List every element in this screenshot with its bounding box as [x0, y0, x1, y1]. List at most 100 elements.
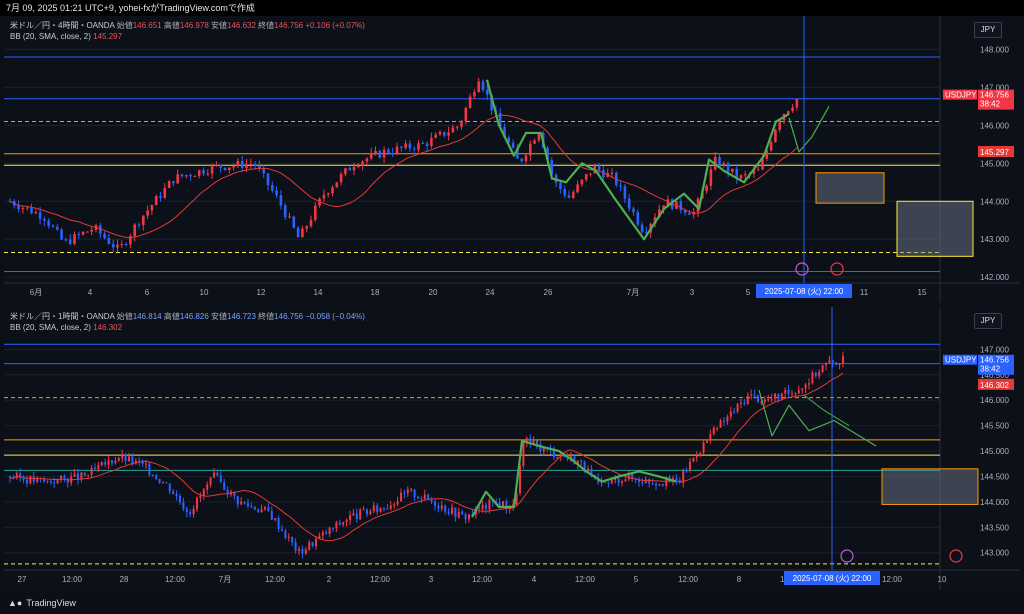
candle-body [355, 513, 358, 519]
symbol-tag [943, 89, 977, 100]
candle-body [131, 456, 134, 464]
candle-body [778, 120, 781, 130]
time-tick-label: 5 [746, 288, 751, 297]
candle-body [56, 479, 59, 484]
candle-body [661, 484, 664, 486]
candle-body [107, 460, 110, 465]
candle-body [460, 120, 463, 127]
candle-body [437, 505, 440, 509]
bb-legend-4h[interactable]: BB (20, SMA, close, 2) 145.297 [10, 32, 123, 41]
candle-body [245, 164, 248, 169]
bollinger-middle-line [9, 372, 844, 542]
candle-body [722, 420, 726, 422]
candle-body [580, 460, 583, 462]
candle-body [430, 499, 433, 502]
price-tick-label: 148.000 [980, 45, 1009, 54]
chart-1h-canvas[interactable]: 147.000 146.500 146.000 145.500 145.000 144.5… [4, 307, 1020, 590]
candle-body [797, 389, 800, 394]
candle-body [233, 491, 236, 497]
candle-body [791, 107, 794, 112]
candle-body [481, 81, 485, 90]
candle-body [556, 457, 559, 459]
candle-body [696, 198, 700, 212]
candle-body [25, 207, 29, 209]
candle-body [777, 393, 780, 400]
candle-body [774, 129, 777, 143]
candle-body [90, 467, 93, 475]
time-tick-label: 10 [938, 575, 947, 584]
bb-legend-1h[interactable]: BB (20, SMA, close, 2) 146.302 [10, 323, 123, 332]
chart-pane-1h[interactable]: 147.000 146.500 146.000 145.500 145.000 144.5… [4, 307, 1020, 590]
chart-4h-canvas[interactable]: 148.000 147.000 146.000 145.000 144.000 143.0… [4, 16, 1020, 303]
currency-button[interactable]: JPY [974, 313, 1002, 329]
candle-body [726, 416, 729, 422]
candle-body [348, 515, 352, 521]
time-tick-label: 4 [88, 288, 93, 297]
candle-body [760, 402, 763, 404]
candle-body [451, 127, 455, 133]
symbol-tag-label: USDJPY [945, 91, 977, 100]
candle-body [610, 480, 613, 484]
currency-button[interactable]: JPY [974, 22, 1002, 38]
candle-body [158, 479, 161, 483]
candle-body [240, 501, 243, 505]
candle-body [288, 216, 291, 218]
wave-drawing [485, 79, 790, 241]
candle-body [376, 505, 379, 512]
wave-drawing [803, 394, 850, 427]
last-price-label: 146.756 [980, 356, 1009, 365]
candle-body [636, 212, 640, 225]
candle-body [841, 356, 845, 365]
candle-body [761, 158, 764, 170]
countdown-label: 38:42 [980, 100, 1001, 109]
candle-body [99, 225, 102, 234]
candle-body [8, 476, 12, 479]
time-tick-label: 7月 [627, 288, 639, 297]
price-tick-label: 143.000 [980, 549, 1009, 558]
price-tick-label: 144.500 [980, 472, 1009, 481]
candle-body [559, 182, 562, 190]
candle-body [443, 131, 446, 136]
candle-body [114, 460, 117, 464]
candle-body [753, 394, 756, 396]
candle-body [769, 142, 773, 151]
symbol-label[interactable]: 米ドル／円・1時間・OANDA [10, 312, 115, 321]
candle-body [46, 480, 49, 482]
candle-body [794, 393, 797, 395]
candle-body [331, 527, 335, 529]
chart-pane-4h[interactable]: 148.000 147.000 146.000 145.000 144.000 143.0… [4, 16, 1020, 303]
candle-body [464, 514, 467, 520]
candle-body [271, 185, 274, 191]
candle-body [790, 393, 794, 395]
candle-body [567, 195, 571, 198]
candle-body [756, 169, 760, 171]
candle-body [348, 168, 351, 171]
candle-body [627, 198, 631, 209]
time-tick-label: 10 [200, 288, 209, 297]
symbol-label[interactable]: 米ドル／円・4時間・OANDA [10, 21, 115, 30]
candle-body [576, 460, 579, 465]
candle-body [828, 360, 831, 363]
candle-body [399, 492, 403, 502]
candle-body [640, 224, 644, 233]
candle-body [391, 153, 394, 155]
candle-body [359, 509, 362, 519]
candle-body [795, 98, 799, 108]
candle-body [63, 475, 66, 479]
candle-body [202, 170, 205, 174]
candle-body [481, 504, 484, 510]
candle-body [423, 494, 426, 499]
candle-body [185, 508, 188, 513]
candle-body [76, 473, 80, 480]
candle-body [486, 89, 489, 95]
zone-box [896, 200, 974, 257]
candle-body [395, 146, 399, 154]
candle-body [335, 522, 338, 529]
candle-body [610, 172, 614, 174]
candle-body [81, 231, 85, 235]
time-tick-label: 24 [486, 288, 495, 297]
candle-body [631, 473, 634, 479]
candle-body [365, 158, 369, 162]
time-tick-label: 18 [371, 288, 380, 297]
candle-body [42, 478, 46, 482]
